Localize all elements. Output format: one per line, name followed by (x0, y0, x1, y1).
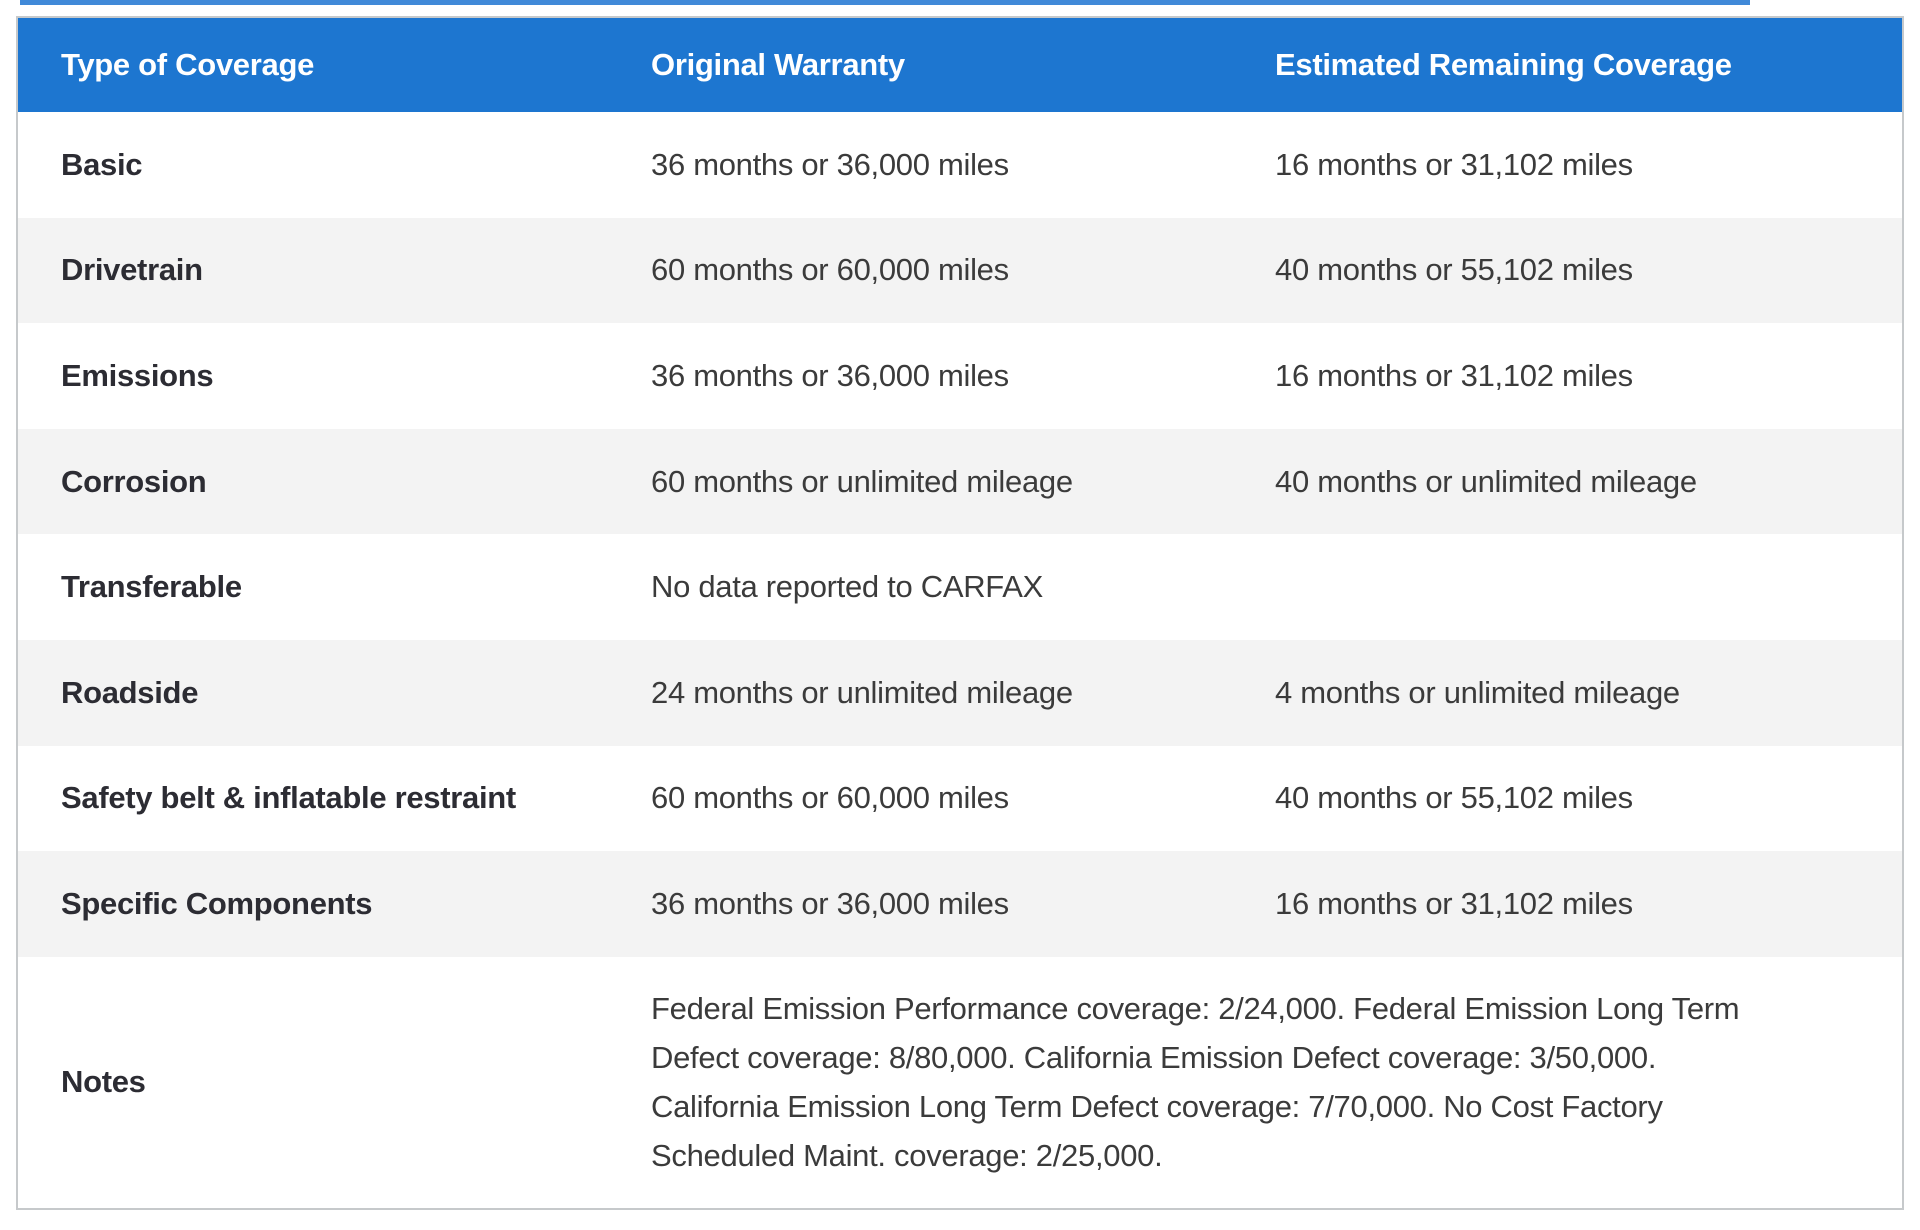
remaining-coverage-value: 16 months or 31,102 miles (1275, 146, 1633, 182)
row-label: Safety belt & inflatable restraint (61, 780, 516, 816)
row-label: Transferable (61, 569, 242, 605)
table-row-notes: Notes Federal Emission Performance cover… (18, 956, 1902, 1208)
remaining-coverage-value: 16 months or 31,102 miles (1275, 357, 1633, 393)
table-row-specific-components: Specific Components 36 months or 36,000 … (18, 851, 1902, 957)
table-row-transferable: Transferable No data reported to CARFAX (18, 534, 1902, 640)
row-label: Corrosion (61, 463, 207, 499)
table-header-row: Type of Coverage Original Warranty Estim… (18, 18, 1902, 112)
column-header-original-warranty: Original Warranty (651, 47, 905, 82)
notes-text: Federal Emission Performance coverage: 2… (651, 991, 1740, 1174)
original-warranty-value: 24 months or unlimited mileage (651, 674, 1073, 710)
top-accent-line (20, 0, 1750, 5)
warranty-coverage-table: Type of Coverage Original Warranty Estim… (16, 16, 1904, 1210)
original-warranty-value: 60 months or 60,000 miles (651, 252, 1009, 288)
row-label: Emissions (61, 357, 214, 393)
row-label: Notes (61, 1064, 146, 1100)
remaining-coverage-value: 4 months or unlimited mileage (1275, 674, 1680, 710)
table-row-drivetrain: Drivetrain 60 months or 60,000 miles 40 … (18, 217, 1902, 324)
row-label: Drivetrain (61, 252, 203, 288)
column-header-estimated-remaining-coverage: Estimated Remaining Coverage (1275, 47, 1732, 82)
original-warranty-value: 60 months or unlimited mileage (651, 463, 1073, 499)
original-warranty-value: 60 months or 60,000 miles (651, 780, 1009, 816)
original-warranty-value: 36 months or 36,000 miles (651, 146, 1009, 182)
original-warranty-value: 36 months or 36,000 miles (651, 357, 1009, 393)
table-row-emissions: Emissions 36 months or 36,000 miles 16 m… (18, 323, 1902, 429)
table-row-roadside: Roadside 24 months or unlimited mileage … (18, 639, 1902, 746)
row-label: Specific Components (61, 885, 373, 921)
original-warranty-value: 36 months or 36,000 miles (651, 885, 1009, 921)
remaining-coverage-value: 16 months or 31,102 miles (1275, 885, 1633, 921)
remaining-coverage-value: 40 months or 55,102 miles (1275, 780, 1633, 816)
remaining-coverage-value: 40 months or 55,102 miles (1275, 252, 1633, 288)
row-label: Roadside (61, 674, 199, 710)
remaining-coverage-value: 40 months or unlimited mileage (1275, 463, 1697, 499)
table-row-corrosion: Corrosion 60 months or unlimited mileage… (18, 428, 1902, 535)
remaining-coverage-value (1232, 534, 1902, 640)
table-row-basic: Basic 36 months or 36,000 miles 16 month… (18, 112, 1902, 218)
table-row-safety-belt-inflatable-restraint: Safety belt & inflatable restraint 60 mo… (18, 745, 1902, 852)
original-warranty-value: No data reported to CARFAX (651, 569, 1043, 605)
column-header-type-of-coverage: Type of Coverage (61, 47, 315, 82)
row-label: Basic (61, 146, 143, 182)
